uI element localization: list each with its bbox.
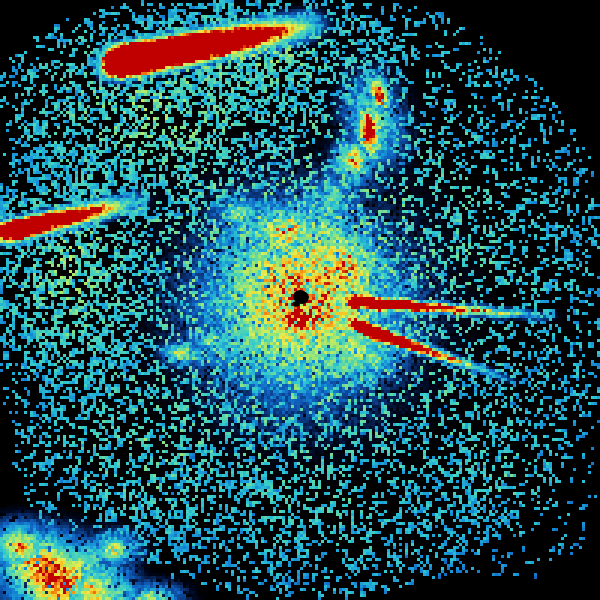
intensity-heatmap-canvas [0,0,600,600]
image-viewport [0,0,600,600]
